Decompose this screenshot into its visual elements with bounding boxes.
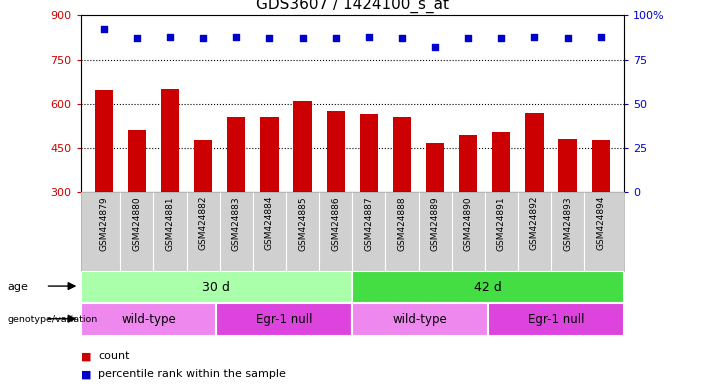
- Text: GSM424894: GSM424894: [597, 196, 605, 250]
- Bar: [393, 117, 411, 192]
- Point: [264, 35, 275, 41]
- Point: [131, 35, 142, 41]
- Text: ■: ■: [81, 351, 91, 361]
- Bar: [81, 271, 353, 303]
- Text: GSM424886: GSM424886: [331, 196, 340, 251]
- Bar: [426, 144, 444, 192]
- Text: GSM424884: GSM424884: [265, 196, 274, 250]
- Bar: [592, 141, 610, 192]
- Text: GSM424879: GSM424879: [100, 196, 108, 251]
- Point: [165, 33, 176, 40]
- Point: [396, 35, 407, 41]
- Point: [496, 35, 507, 41]
- Point: [595, 33, 606, 40]
- Text: 42 d: 42 d: [474, 281, 502, 293]
- Text: GSM424883: GSM424883: [232, 196, 241, 251]
- Text: GSM424893: GSM424893: [563, 196, 572, 251]
- Text: wild-type: wild-type: [393, 313, 447, 326]
- Text: GSM424885: GSM424885: [298, 196, 307, 251]
- Point: [562, 35, 573, 41]
- Text: GSM424892: GSM424892: [530, 196, 539, 250]
- Bar: [459, 135, 477, 192]
- Bar: [194, 141, 212, 192]
- Bar: [525, 113, 543, 192]
- Text: GSM424889: GSM424889: [430, 196, 440, 251]
- Bar: [492, 132, 510, 192]
- Bar: [559, 139, 577, 192]
- Text: GSM424882: GSM424882: [198, 196, 207, 250]
- Point: [198, 35, 209, 41]
- Point: [98, 26, 109, 33]
- Point: [231, 33, 242, 40]
- Text: Egr-1 null: Egr-1 null: [528, 313, 584, 326]
- Text: GSM424880: GSM424880: [132, 196, 142, 251]
- Text: percentile rank within the sample: percentile rank within the sample: [98, 369, 286, 379]
- Bar: [227, 117, 245, 192]
- Point: [297, 35, 308, 41]
- Point: [330, 35, 341, 41]
- Bar: [327, 111, 345, 192]
- Text: ■: ■: [81, 369, 91, 379]
- Bar: [353, 303, 488, 336]
- Text: GSM424881: GSM424881: [165, 196, 175, 251]
- Title: GDS3607 / 1424100_s_at: GDS3607 / 1424100_s_at: [256, 0, 449, 13]
- Bar: [294, 101, 312, 192]
- Point: [529, 33, 540, 40]
- Bar: [488, 303, 624, 336]
- Point: [463, 35, 474, 41]
- Bar: [161, 89, 179, 192]
- Text: GSM424887: GSM424887: [365, 196, 374, 251]
- Bar: [81, 303, 217, 336]
- Text: count: count: [98, 351, 130, 361]
- Point: [430, 44, 441, 50]
- Text: genotype/variation: genotype/variation: [7, 315, 97, 324]
- Text: Egr-1 null: Egr-1 null: [256, 313, 313, 326]
- Text: 30 d: 30 d: [203, 281, 231, 293]
- Text: age: age: [7, 282, 28, 292]
- Bar: [353, 271, 624, 303]
- Point: [363, 33, 374, 40]
- Bar: [360, 114, 378, 192]
- Bar: [260, 117, 278, 192]
- Text: GSM424891: GSM424891: [497, 196, 506, 251]
- Bar: [95, 91, 113, 192]
- Text: wild-type: wild-type: [121, 313, 176, 326]
- Bar: [128, 130, 146, 192]
- Text: GSM424888: GSM424888: [397, 196, 407, 251]
- Bar: [217, 303, 353, 336]
- Text: GSM424890: GSM424890: [463, 196, 472, 251]
